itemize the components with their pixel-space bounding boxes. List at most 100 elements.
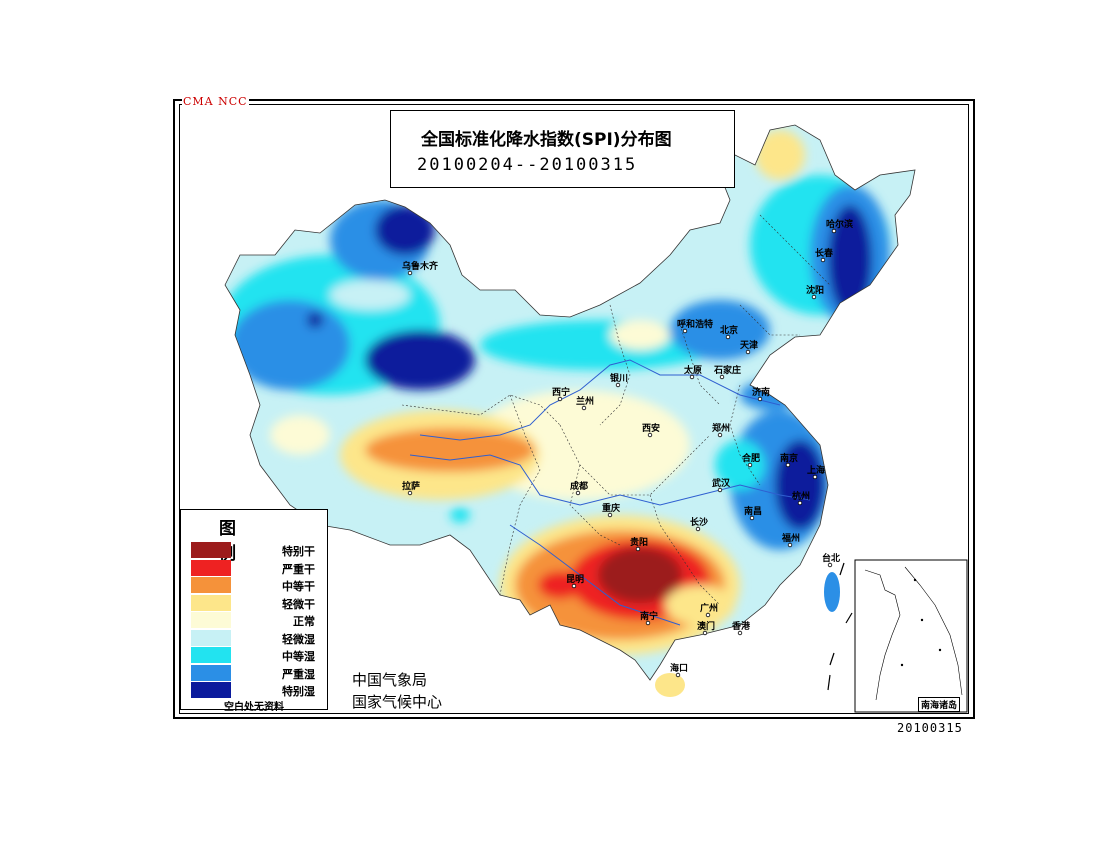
rivers [409, 359, 811, 626]
city-marker [647, 432, 653, 438]
city-label: 西宁 [552, 386, 570, 398]
city-label: 长春 [815, 247, 834, 259]
city-marker [607, 512, 613, 518]
agency-tag: CMA NCC [182, 95, 249, 108]
city-marker [812, 474, 818, 480]
city-label: 武汉 [712, 477, 731, 489]
legend-label: 严重湿 [282, 667, 315, 681]
city-marker [695, 526, 701, 532]
title-box: 全国标准化降水指数(SPI)分布图 20100204--20100315 [390, 110, 735, 188]
map-title: 全国标准化降水指数(SPI)分布图 [421, 130, 672, 150]
legend: 图 例 特别干 严重干 中等干 轻微干 正常 轻微湿 中等湿 严重湿 特别湿 空白处无资料 [180, 509, 328, 713]
legend-swatch [191, 664, 231, 681]
city-label: 上海 [807, 464, 825, 476]
city-label: 重庆 [602, 502, 620, 514]
legend-label: 中等干 [282, 580, 315, 593]
city-label: 福州 [781, 532, 800, 544]
city-marker [747, 462, 753, 468]
city-label: 南京 [780, 452, 798, 464]
legend-label: 轻微干 [282, 597, 315, 611]
legend-label: 特别湿 [282, 685, 315, 698]
south-sea-inset [854, 559, 968, 713]
city-label: 台北 [822, 552, 840, 564]
city-marker [785, 462, 791, 468]
city-marker [689, 374, 695, 380]
city-marker [682, 328, 688, 334]
city-label: 天津 [740, 339, 758, 351]
city-marker [575, 490, 581, 496]
legend-item: 轻微湿 [191, 629, 321, 647]
legend-swatch [191, 577, 231, 593]
legend-item: 中等湿 [191, 647, 321, 664]
city-marker [645, 620, 651, 626]
legend-item: 特别干 [191, 542, 321, 559]
taiwan-island [824, 572, 840, 612]
city-label: 合肥 [742, 452, 760, 464]
date-range: 20100204--20100315 [417, 155, 638, 175]
city-label: 长沙 [690, 516, 708, 528]
legend-label: 特别干 [282, 545, 315, 558]
city-label: 郑州 [712, 422, 730, 434]
city-marker [737, 630, 743, 636]
org-line1: 中国气象局 [352, 671, 428, 689]
legend-swatch [191, 542, 231, 558]
city-marker [811, 294, 817, 300]
city-marker [820, 257, 826, 263]
city-marker [705, 612, 711, 618]
province-borders [401, 214, 831, 606]
city-label: 杭州 [792, 490, 810, 502]
city-marker [581, 405, 587, 411]
legend-swatch [191, 629, 231, 646]
city-marker [675, 672, 681, 678]
city-label: 北京 [720, 324, 738, 336]
city-marker [757, 396, 763, 402]
legend-label: 严重干 [282, 562, 315, 576]
city-label: 南宁 [640, 610, 658, 622]
city-label: 昆明 [566, 574, 584, 585]
city-label: 太原 [683, 364, 702, 376]
city-label: 石家庄 [713, 364, 741, 376]
city-marker [635, 546, 641, 552]
map-inner-frame [179, 104, 969, 714]
city-label: 呼和浩特 [677, 318, 713, 330]
city-label: 西安 [642, 422, 660, 434]
city-label: 济南 [752, 386, 770, 398]
legend-item: 严重湿 [191, 664, 321, 682]
legend-label: 中等湿 [282, 650, 315, 663]
city-marker [787, 542, 793, 548]
legend-item: 正常 [191, 612, 321, 629]
legend-label: 正常 [293, 615, 315, 628]
city-label: 兰州 [576, 395, 594, 407]
city-label: 香港 [731, 620, 751, 632]
city-label: 海口 [670, 662, 688, 674]
city-marker [557, 396, 563, 402]
city-marker [745, 349, 751, 355]
legend-footnote: 空白处无资料 [224, 702, 284, 713]
spi-fill-layer [225, 130, 890, 655]
city-marker [831, 228, 837, 234]
legend-swatch [191, 682, 231, 698]
city-label: 广州 [700, 602, 718, 614]
city-label: 沈阳 [806, 284, 824, 296]
legend-swatch [191, 594, 231, 611]
city-label: 贵阳 [630, 536, 648, 548]
legend-item: 特别湿 [191, 682, 321, 699]
city-marker [615, 382, 621, 388]
city-label: 乌鲁木齐 [402, 260, 439, 272]
city-label: 拉萨 [402, 480, 420, 492]
city-marker [797, 500, 803, 506]
city-marker [407, 270, 413, 276]
city-marker [717, 487, 723, 493]
city-marker [717, 432, 723, 438]
city-label: 成都 [570, 480, 588, 492]
legend-label: 轻微湿 [282, 632, 315, 646]
legend-item: 中等干 [191, 577, 321, 594]
city-marker [749, 515, 755, 521]
city-marker [702, 630, 708, 636]
city-marker [719, 374, 725, 380]
city-label: 南昌 [744, 505, 762, 517]
legend-swatch [191, 612, 231, 628]
city-marker [725, 334, 731, 340]
